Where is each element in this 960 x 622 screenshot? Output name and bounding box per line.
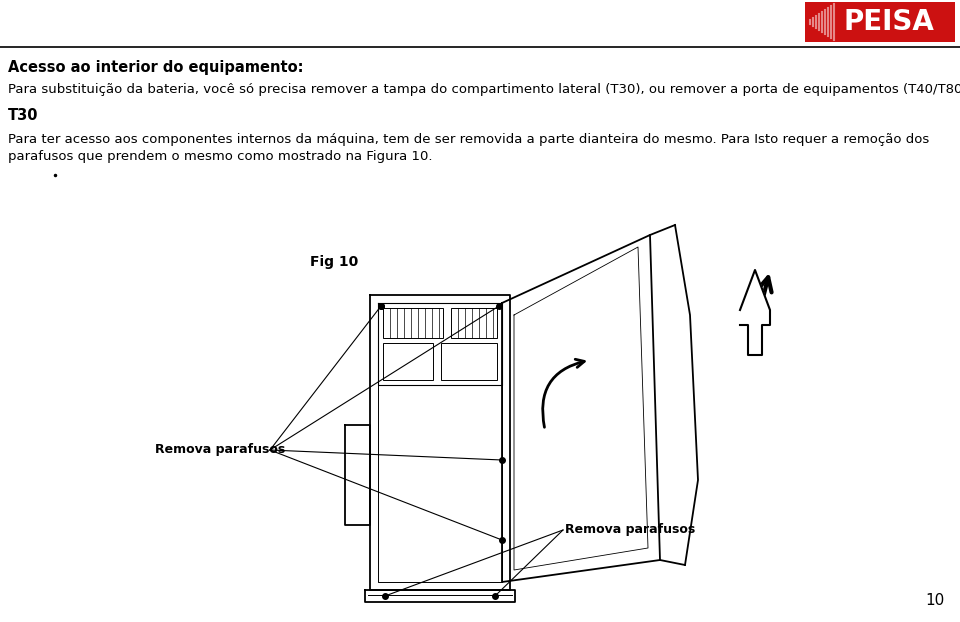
Text: Acesso ao interior do equipamento:: Acesso ao interior do equipamento: bbox=[8, 60, 303, 75]
Text: Remova parafusos: Remova parafusos bbox=[565, 524, 695, 537]
Bar bbox=[383, 308, 443, 338]
Text: Fig 10: Fig 10 bbox=[310, 255, 358, 269]
Text: Para ter acesso aos componentes internos da máquina, tem de ser removida a parte: Para ter acesso aos componentes internos… bbox=[8, 133, 929, 146]
Text: T30: T30 bbox=[8, 108, 38, 123]
Bar bbox=[451, 308, 497, 338]
Text: PEISA: PEISA bbox=[843, 8, 934, 36]
Text: Para substituição da bateria, você só precisa remover a tampa do compartimento l: Para substituição da bateria, você só pr… bbox=[8, 83, 960, 96]
Bar bbox=[441, 343, 497, 380]
Bar bbox=[383, 343, 433, 380]
Text: Remova parafusos: Remova parafusos bbox=[155, 443, 285, 457]
Polygon shape bbox=[740, 270, 770, 355]
Text: parafusos que prendem o mesmo como mostrado na Figura 10.: parafusos que prendem o mesmo como mostr… bbox=[8, 150, 433, 163]
Text: 10: 10 bbox=[925, 593, 945, 608]
FancyBboxPatch shape bbox=[805, 2, 955, 42]
